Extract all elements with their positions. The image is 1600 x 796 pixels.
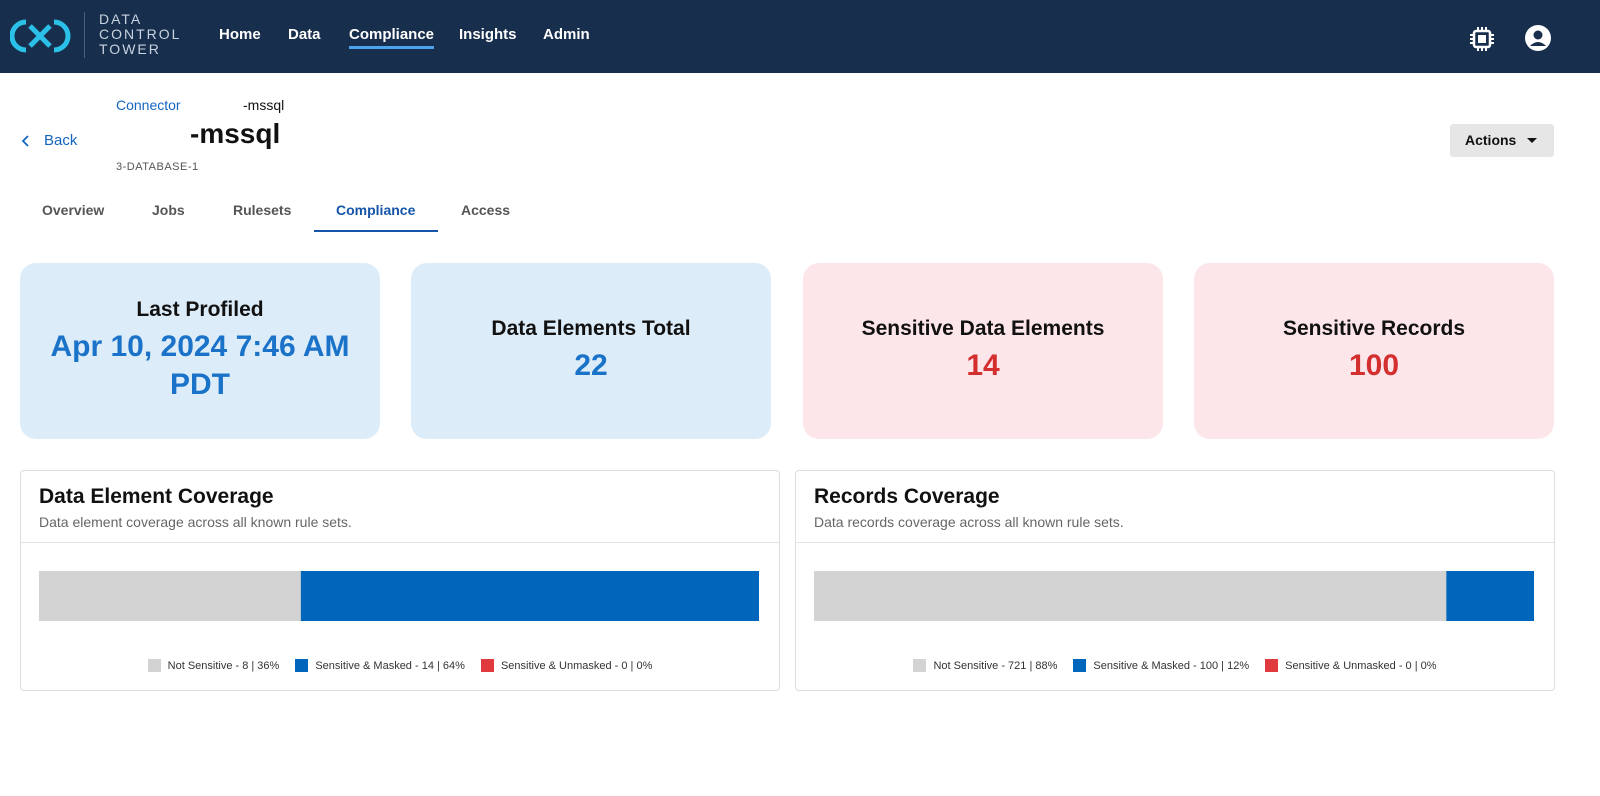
account-icon[interactable] bbox=[1524, 24, 1552, 52]
breadcrumb-link[interactable]: Connector bbox=[116, 97, 181, 113]
stat-label: Data Elements Total bbox=[491, 317, 691, 340]
stat-card: Data Elements Total 22 bbox=[411, 263, 771, 439]
stat-value: Apr 10, 2024 7:46 AM PDT bbox=[50, 330, 350, 401]
panel-title: Records Coverage bbox=[814, 485, 1000, 508]
tab[interactable]: Compliance bbox=[336, 202, 416, 218]
tab[interactable]: Jobs bbox=[152, 202, 185, 218]
stat-label: Last Profiled bbox=[136, 298, 264, 321]
tab[interactable]: Rulesets bbox=[233, 202, 292, 218]
stat-value: 22 bbox=[574, 349, 608, 382]
brand-line: TOWER bbox=[99, 41, 161, 57]
legend: Not Sensitive - 721 | 88% Sensitive & Mas… bbox=[796, 659, 1554, 672]
nav-link[interactable]: Data bbox=[288, 26, 321, 43]
legend-swatch bbox=[147, 659, 161, 672]
bar-segment bbox=[300, 571, 759, 621]
breadcrumb-current: -mssql bbox=[243, 97, 285, 113]
button-label: Actions bbox=[1465, 132, 1517, 148]
page-title: -mssql bbox=[190, 118, 281, 149]
bar-segment bbox=[39, 571, 301, 621]
back-icon[interactable] bbox=[20, 134, 32, 148]
actions-button[interactable]: Actions bbox=[1450, 124, 1554, 157]
legend-item: Sensitive & Unmasked - 0 | 0% bbox=[1265, 659, 1437, 672]
legend-label: Sensitive & Unmasked - 0 | 0% bbox=[500, 659, 653, 672]
legend-swatch bbox=[295, 659, 309, 672]
stat-card: Last Profiled Apr 10, 2024 7:46 AM PDT bbox=[20, 263, 380, 439]
stat-card: Sensitive Data Elements 14 bbox=[803, 263, 1163, 439]
legend-swatch bbox=[480, 659, 494, 672]
panel-divider bbox=[796, 542, 1554, 543]
legend-item: Sensitive & Masked - 100 | 12% bbox=[1073, 659, 1249, 672]
page-subtitle: 3-DATABASE-1 bbox=[116, 161, 199, 173]
legend-label: Sensitive & Masked - 14 | 64% bbox=[315, 659, 465, 672]
nav-link[interactable]: Home bbox=[219, 26, 261, 43]
nav-link[interactable]: Insights bbox=[459, 26, 517, 43]
brand: DATA CONTROL TOWER bbox=[99, 12, 181, 57]
stat-label: Sensitive Data Elements bbox=[861, 317, 1105, 340]
chip-icon[interactable] bbox=[1468, 25, 1496, 53]
legend-item: Sensitive & Unmasked - 0 | 0% bbox=[480, 659, 653, 672]
legend-label: Sensitive & Masked - 100 | 12% bbox=[1093, 659, 1250, 672]
legend-swatch bbox=[1265, 659, 1279, 672]
back-link[interactable]: Back bbox=[44, 132, 78, 149]
nav-link[interactable]: Compliance bbox=[349, 26, 435, 49]
legend-item: Sensitive & Masked - 14 | 64% bbox=[295, 659, 465, 672]
brand-line: CONTROL bbox=[99, 26, 182, 42]
brand-line: DATA bbox=[99, 11, 143, 27]
panel-title: Data Element Coverage bbox=[39, 485, 274, 508]
nav-link[interactable]: Admin bbox=[543, 26, 590, 43]
brand-separator bbox=[84, 12, 85, 58]
coverage-panel: Records Coverage Data records coverage ac… bbox=[795, 470, 1555, 691]
stat-card: Sensitive Records 100 bbox=[1194, 263, 1554, 439]
panel-divider bbox=[21, 542, 779, 543]
logo[interactable] bbox=[10, 18, 72, 54]
tab[interactable]: Overview bbox=[42, 202, 105, 218]
coverage-panel: Data Element Coverage Data element covera… bbox=[20, 470, 780, 691]
legend-swatch bbox=[1073, 659, 1087, 672]
tab[interactable]: Access bbox=[461, 202, 511, 218]
bar-segment bbox=[1446, 571, 1534, 621]
tab-indicator bbox=[314, 230, 438, 232]
bar-segment bbox=[814, 571, 1447, 621]
legend-swatch bbox=[913, 659, 927, 672]
panel-subtitle: Data records coverage across all known r… bbox=[814, 514, 1124, 530]
coverage-bar bbox=[814, 571, 1534, 621]
stat-value: 100 bbox=[1348, 349, 1400, 382]
legend-item: Not Sensitive - 721 | 88% bbox=[913, 659, 1057, 672]
legend-label: Not Sensitive - 721 | 88% bbox=[933, 659, 1058, 672]
legend: Not Sensitive - 8 | 36% Sensitive & Maske… bbox=[21, 659, 779, 672]
coverage-bar bbox=[39, 571, 759, 621]
legend-label: Not Sensitive - 8 | 36% bbox=[167, 659, 280, 672]
dropdown-caret bbox=[1527, 138, 1538, 143]
panel-subtitle: Data element coverage across all known r… bbox=[39, 514, 352, 530]
stat-value: 14 bbox=[966, 349, 1000, 382]
stat-label: Sensitive Records bbox=[1282, 317, 1466, 340]
legend-item: Not Sensitive - 8 | 36% bbox=[147, 659, 280, 672]
top-bar: DATA CONTROL TOWER Home Data Compliance … bbox=[0, 0, 1600, 73]
legend-label: Sensitive & Unmasked - 0 | 0% bbox=[1285, 659, 1437, 672]
